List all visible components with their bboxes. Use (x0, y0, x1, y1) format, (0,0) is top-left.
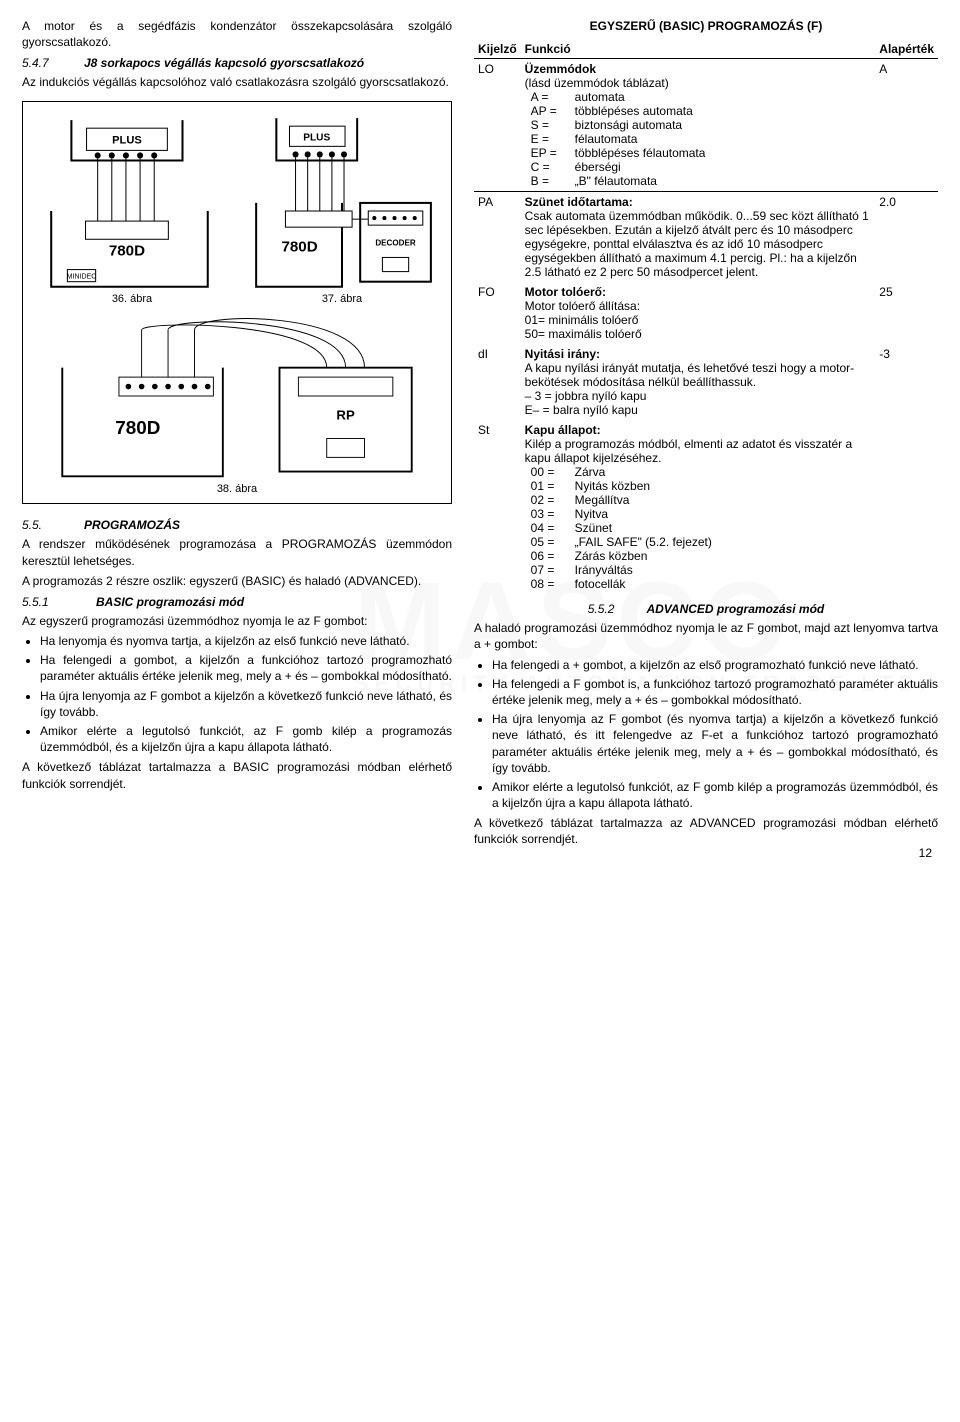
heading-552: 5.5.2 ADVANCED programozási mód (474, 602, 938, 616)
svg-text:DECODER: DECODER (375, 238, 415, 247)
th-alapertek: Alapérték (875, 40, 938, 59)
cell-funkcio: Kapu állapot:Kilép a programozás módból,… (521, 420, 876, 594)
svg-text:PLUS: PLUS (303, 132, 330, 143)
adv-closing: A következő táblázat tartalmazza az ADVA… (474, 815, 938, 847)
figure-block: PLUS 780D (22, 101, 452, 505)
p-551: Az egyszerű programozási üzemmódhoz nyom… (22, 613, 452, 629)
cell-default: 2.0 (875, 192, 938, 283)
p-547: Az indukciós végállás kapcsolóhoz való c… (22, 74, 452, 90)
heading-number: 5.4.7 (22, 56, 70, 70)
th-funkcio: Funkció (521, 40, 876, 59)
list-item: Ha lenyomja és nyomva tartja, a kijelzőn… (40, 633, 452, 649)
list-item: Amikor elérte a legutolsó funkciót, az F… (40, 723, 452, 755)
cell-default: A (875, 59, 938, 192)
cell-kijelzo: FO (474, 282, 521, 344)
heading-number: 5.5.1 (22, 595, 82, 609)
list-item: Ha felengedi a F gombot is, a funkcióhoz… (492, 676, 938, 708)
intro-text: A motor és a segédfázis kondenzátor össz… (22, 18, 452, 50)
table-row: dINyitási irány:A kapu nyílási irányát m… (474, 344, 938, 420)
list-item: Ha felengedi a + gombot, a kijelzőn az e… (492, 657, 938, 673)
heading-number: 5.5. (22, 518, 70, 532)
table-row: PASzünet időtartama:Csak automata üzemmó… (474, 192, 938, 283)
programming-table: Kijelző Funkció Alapérték LOÜzemmódok(lá… (474, 40, 938, 594)
basic-bullets: Ha lenyomja és nyomva tartja, a kijelzőn… (22, 633, 452, 755)
page-number: 12 (919, 846, 932, 860)
heading-number: 5.5.2 (588, 602, 615, 616)
cell-kijelzo: dI (474, 344, 521, 420)
cell-funkcio: Motor tolóerő:Motor tolóerő állítása:01=… (521, 282, 876, 344)
cell-kijelzo: St (474, 420, 521, 594)
heading-547: 5.4.7 J8 sorkapocs végállás kapcsoló gyo… (22, 56, 452, 70)
svg-text:780D: 780D (109, 242, 145, 259)
closing-basic: A következő táblázat tartalmazza a BASIC… (22, 759, 452, 791)
list-item: Ha újra lenyomja az F gombot (és nyomva … (492, 711, 938, 776)
table-title: EGYSZERŰ (BASIC) PROGRAMOZÁS (F) (474, 18, 938, 34)
table-row: LOÜzemmódok(lásd üzemmódok táblázat)A =a… (474, 59, 938, 192)
svg-text:780D: 780D (115, 418, 160, 439)
cell-kijelzo: LO (474, 59, 521, 192)
p-55-2: A programozás 2 részre oszlik: egyszerű … (22, 573, 452, 589)
svg-text:RP: RP (336, 408, 355, 423)
list-item: Ha újra lenyomja az F gombot a kijelzőn … (40, 688, 452, 720)
cell-default: 25 (875, 282, 938, 344)
table-row: StKapu állapot:Kilép a programozás módbó… (474, 420, 938, 594)
left-column: A motor és a segédfázis kondenzátor össz… (22, 18, 452, 852)
adv-intro: A haladó programozási üzemmódhoz nyomja … (474, 620, 938, 652)
heading-55: 5.5. PROGRAMOZÁS (22, 518, 452, 532)
cell-default: -3 (875, 344, 938, 420)
heading-text: ADVANCED programozási mód (646, 602, 824, 616)
th-kijelzo: Kijelző (474, 40, 521, 59)
figure-38-caption: 38. ábra (217, 483, 257, 495)
cell-funkcio: Nyitási irány:A kapu nyílási irányát mut… (521, 344, 876, 420)
cell-kijelzo: PA (474, 192, 521, 283)
heading-text: PROGRAMOZÁS (84, 518, 180, 532)
advanced-bullets: Ha felengedi a + gombot, a kijelzőn az e… (474, 657, 938, 812)
cell-default (875, 420, 938, 594)
heading-text: BASIC programozási mód (96, 595, 244, 609)
svg-text:780D: 780D (281, 238, 317, 255)
figure-36-icon: PLUS 780D (31, 110, 233, 292)
svg-text:PLUS: PLUS (112, 134, 142, 146)
cell-funkcio: Szünet időtartama:Csak automata üzemmódb… (521, 192, 876, 283)
cell-funkcio: Üzemmódok(lásd üzemmódok táblázat)A =aut… (521, 59, 876, 192)
figure-37-caption: 37. ábra (322, 293, 362, 305)
list-item: Amikor elérte a legutolsó funkciót, az F… (492, 779, 938, 811)
heading-551: 5.5.1 BASIC programozási mód (22, 595, 452, 609)
figure-38-icon: 780D RP (31, 311, 443, 481)
svg-text:MINIDEC: MINIDEC (67, 273, 97, 280)
list-item: Ha felengedi a gombot, a kijelzőn a funk… (40, 652, 452, 684)
table-row: FOMotor tolóerő:Motor tolóerő állítása:0… (474, 282, 938, 344)
figure-36-caption: 36. ábra (112, 293, 152, 305)
figure-37-icon: PLUS 780D (241, 110, 443, 292)
p-55-1: A rendszer működésének programozása a PR… (22, 536, 452, 568)
heading-text: J8 sorkapocs végállás kapcsoló gyorscsat… (84, 56, 364, 70)
right-column: MASCO SECURITY AUTOMATION TRADE LTD. EGY… (474, 18, 938, 852)
